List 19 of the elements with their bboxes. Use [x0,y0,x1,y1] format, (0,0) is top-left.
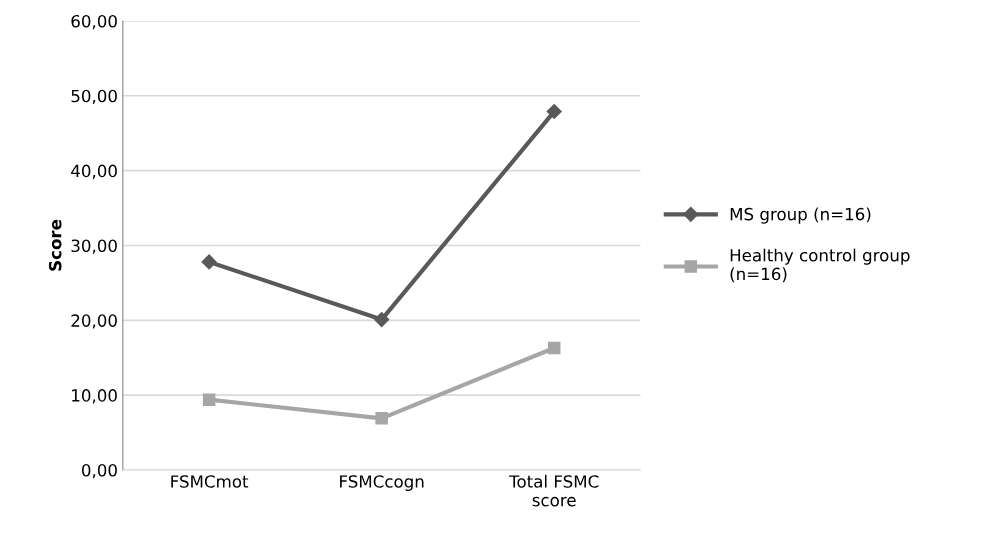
y-tick-label: 50,00 [71,89,117,105]
y-tick-label: 60,00 [71,14,117,30]
legend-label: Healthy control group (n=16) [730,248,910,283]
point [374,311,390,328]
y-tick-label: 20,00 [71,314,117,329]
x-tick-label: FSMCmot [171,475,249,488]
point [546,103,562,120]
point [547,341,561,355]
x-tick-label: FSMCcogn [340,475,424,491]
legend-label: MS group (n=16) [730,207,871,224]
y-tick-label: 40,00 [71,164,117,179]
y-tick-label: 30,00 [71,239,117,254]
y-axis-title: Score [48,219,62,271]
point [375,412,388,425]
y-tick-label: 10,00 [72,389,117,404]
x-tick-label: Total FSMC score [509,474,599,507]
point [201,254,217,270]
point [202,393,216,406]
y-tick-label: 0,00 [81,463,117,479]
